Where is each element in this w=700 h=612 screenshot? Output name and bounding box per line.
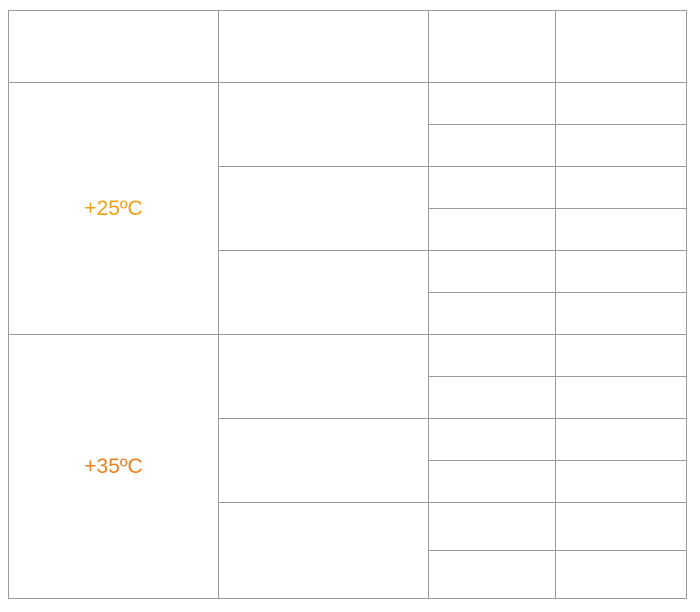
header-row (8, 10, 687, 83)
cell (555, 550, 687, 599)
cell (428, 124, 556, 167)
cell (428, 208, 556, 251)
cell (555, 334, 687, 377)
cell (218, 418, 429, 503)
cell (428, 166, 556, 209)
cell (555, 166, 687, 209)
row (9, 550, 687, 599)
header-cell (8, 10, 219, 83)
cell (555, 292, 687, 335)
cell (428, 334, 556, 377)
cell (428, 550, 556, 599)
cell (428, 460, 556, 503)
cell (555, 376, 687, 419)
cell (555, 82, 687, 125)
row: +25ºC (8, 82, 687, 335)
cell (555, 208, 687, 251)
cell (555, 124, 687, 167)
row: +35ºC (8, 334, 687, 599)
row (9, 502, 687, 599)
cell (428, 502, 556, 551)
header-cell (218, 10, 429, 83)
cell (218, 82, 429, 167)
cell (428, 250, 556, 293)
cell (428, 292, 556, 335)
data-table: +25ºC +35ºC (8, 10, 687, 599)
cell (428, 418, 556, 461)
cell (218, 334, 429, 419)
cell (428, 376, 556, 419)
group-label: +25ºC (8, 82, 219, 335)
cell (218, 166, 429, 251)
cell (555, 250, 687, 293)
cell (218, 502, 429, 599)
header-cell (428, 10, 556, 83)
row (9, 208, 687, 251)
row (9, 292, 687, 335)
cell (555, 418, 687, 461)
cell (218, 250, 429, 335)
header-cell (555, 10, 687, 83)
cell (555, 460, 687, 503)
group-label: +35ºC (8, 334, 219, 599)
row (9, 376, 687, 419)
cell (555, 502, 687, 551)
row (9, 250, 687, 335)
cell (428, 82, 556, 125)
